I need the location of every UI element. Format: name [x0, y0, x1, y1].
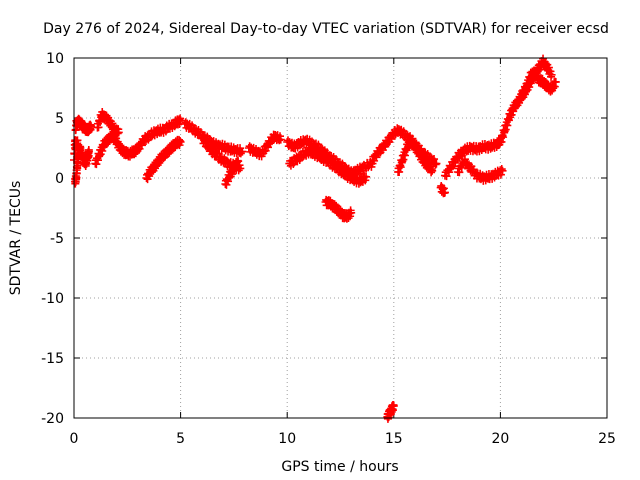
x-tick-label: 10 — [278, 431, 296, 447]
series-track-d — [91, 129, 142, 169]
series-track-e — [93, 107, 123, 138]
data-points — [70, 54, 560, 423]
y-tick-label: -5 — [50, 231, 64, 247]
data-point — [396, 163, 405, 172]
x-tick-label: 15 — [385, 431, 403, 447]
x-tick-label: 25 — [598, 431, 616, 447]
data-point — [498, 166, 507, 175]
data-point — [238, 147, 247, 156]
data-point — [551, 78, 560, 86]
data-point — [389, 402, 398, 410]
data-point — [362, 172, 371, 181]
series-track-f — [133, 114, 185, 153]
x-tick-label: 20 — [491, 431, 509, 447]
data-point — [347, 208, 356, 217]
x-axis-label: GPS time / hours — [281, 459, 398, 475]
data-point — [361, 176, 370, 185]
data-point — [176, 138, 185, 146]
data-point — [114, 128, 123, 137]
data-point — [276, 135, 285, 144]
series-track-t — [453, 155, 507, 185]
series-track-q — [394, 136, 437, 177]
series-track-c — [71, 142, 85, 188]
x-tick-label: 0 — [70, 431, 79, 447]
series-track-s — [440, 135, 505, 181]
series-track-v — [517, 66, 560, 100]
grid-lines — [74, 58, 607, 418]
data-point — [432, 159, 441, 168]
y-tick-label: -10 — [41, 291, 64, 307]
data-point — [87, 122, 96, 131]
y-tick-label: 10 — [46, 51, 64, 67]
y-axis-label: SDTVAR / TECUs — [8, 181, 24, 296]
y-tick-label: -15 — [41, 351, 64, 367]
data-point — [234, 157, 243, 166]
data-point — [176, 116, 185, 125]
x-tick-label: 5 — [176, 431, 185, 447]
y-tick-label: 0 — [55, 171, 64, 187]
series-track-p — [383, 400, 398, 423]
x-tick-labels: 0 5 10 15 20 25 — [70, 431, 616, 447]
data-point — [84, 147, 93, 156]
data-point — [440, 188, 449, 197]
y-tick-label: 5 — [55, 111, 64, 127]
series-track-r — [436, 181, 449, 198]
data-point — [96, 117, 105, 126]
data-point — [499, 133, 508, 142]
series-track-k — [244, 130, 285, 161]
data-point — [76, 144, 85, 152]
y-tick-labels: -20 -15 -10 -5 0 5 10 — [41, 51, 64, 427]
series-track-n — [321, 195, 356, 223]
series-track-a — [70, 114, 96, 164]
series-track-g — [142, 135, 185, 184]
series-track-m — [285, 145, 371, 188]
data-point — [547, 70, 556, 79]
y-tick-label: -20 — [41, 411, 64, 427]
data-point — [428, 166, 437, 175]
chart-title: Day 276 of 2024, Sidereal Day-to-day VTE… — [43, 21, 609, 37]
plot-frame — [73, 57, 608, 419]
series-track-j — [221, 156, 243, 189]
